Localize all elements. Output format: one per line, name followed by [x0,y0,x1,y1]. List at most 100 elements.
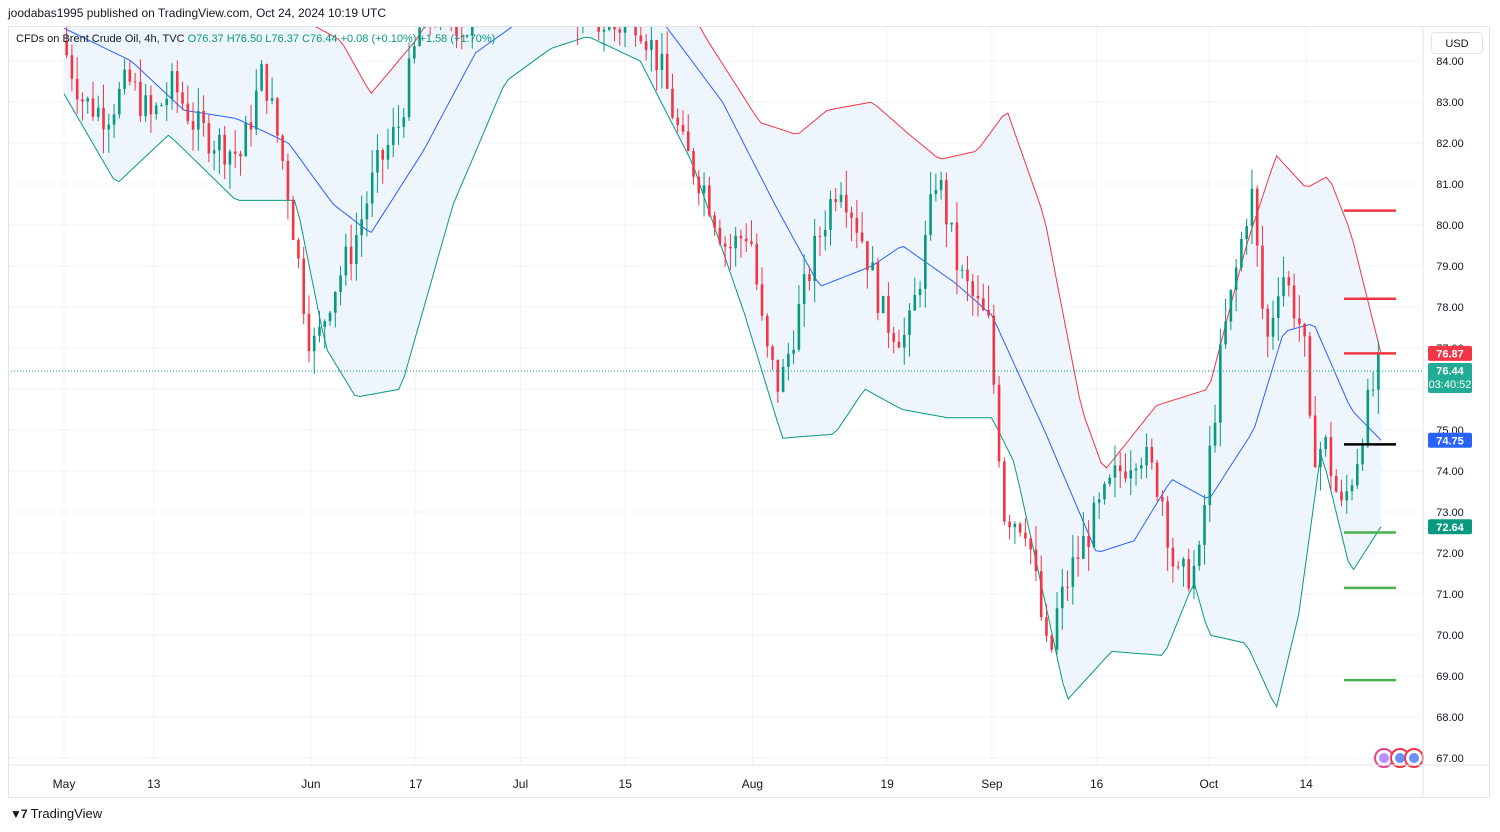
price-tick-label: 80.00 [1436,220,1464,232]
candle-body [365,203,369,220]
candle-body [887,296,890,333]
candle-body [934,190,938,195]
candle-body [339,275,342,292]
candle-body [318,326,321,336]
candle-body [312,335,316,352]
candle-body [1282,277,1285,297]
candle-body [592,3,595,6]
candle-body [397,126,400,128]
candle-body [1087,535,1090,547]
candle-body [160,105,163,107]
time-axis[interactable]: May 13 Jun 17 Jul 15 Aug 19 Sep 16 Oct 14 [8,764,1490,791]
candle-body [1003,461,1006,522]
candle-body [839,194,843,203]
candle-body [391,127,395,145]
candle-body [470,27,474,36]
candle-body [476,0,479,8]
candle-body [1045,617,1048,636]
candle-body [1319,449,1322,468]
candle-body [1187,559,1191,589]
candle-body [1203,505,1206,545]
candle-body [881,296,885,314]
candle-body [302,258,305,315]
candle-body [1255,188,1259,246]
candle-body [291,199,295,240]
axis-price-label: 76.44 03:40:52 [1428,362,1472,393]
time-tick-label: 17 [409,777,423,791]
candle-body [75,78,79,100]
candle-body [323,321,327,327]
candle-body [1313,415,1317,468]
candle-body [1140,465,1143,469]
candle-body [149,95,153,115]
candle-body [850,212,853,218]
candle-body [1113,465,1117,478]
candle-body [797,304,801,350]
candle-body [1092,502,1096,547]
event-flag-icons[interactable] [1374,748,1424,768]
time-tick-label: 19 [880,777,894,791]
price-tick-label: 72.00 [1436,548,1464,560]
candle-body [270,98,274,101]
candle-body [1208,445,1212,506]
candle-body [1197,544,1201,566]
candle-body [908,310,911,335]
candle-body [1340,491,1343,501]
candle-body [1018,523,1022,533]
candle-body [1377,352,1380,390]
candle-body [650,39,653,50]
candle-body [1287,277,1291,286]
time-tick-label: 15 [619,777,633,791]
candle-body [460,36,464,38]
chart-frame [8,26,1490,798]
candle-body [418,27,421,46]
candle-body [1129,470,1133,479]
axis-price-label: 72.64 [1428,519,1472,535]
candle-body [1060,586,1064,609]
candle-body [487,0,490,4]
candle-body [386,144,390,160]
candle-body [681,125,685,132]
symbol-name: CFDs on Brent Crude Oil, 4h, TVC [16,33,185,45]
candle-body [1303,323,1306,337]
price-tick-label: 71.00 [1436,589,1464,601]
candle-body [276,98,279,136]
candle-body [929,194,932,235]
candle-body [1350,485,1354,492]
candle-body [739,235,743,239]
axis-price-label-text: 76.87 [1436,348,1464,360]
candle-body [571,0,574,1]
candle-body [170,71,174,99]
candle-body [413,45,416,59]
candle-body [644,41,648,50]
candle-body [576,1,579,22]
price-axis[interactable]: 84.0083.0082.0081.0080.0079.0078.0077.00… [1422,27,1464,798]
axis-price-label-bg [1428,362,1472,393]
candle-body [439,0,442,20]
candle-body [228,151,232,165]
tradingview-logo-icon: ▼7 [10,806,28,821]
candle-body [639,35,643,42]
footer-brand[interactable]: ▼7 TradingView [10,806,102,821]
time-tick-label: 16 [1090,777,1104,791]
candle-body [702,185,706,194]
candle-body [1329,437,1333,476]
bollinger-band-fill [64,27,1381,707]
price-tick-label: 70.00 [1436,630,1464,642]
plot-area[interactable] [8,0,1423,765]
bollinger-upper-line [315,27,1382,469]
candle-body [455,27,458,37]
currency-button[interactable]: USD [1431,32,1483,54]
price-tick-label: 74.00 [1436,466,1464,478]
candle-body [960,269,964,271]
candle-body [1250,188,1254,226]
candle-body [686,131,690,152]
candle-body [792,349,795,354]
candle-body [729,246,732,249]
candle-body [360,219,363,236]
candle-body [1298,318,1301,324]
candle-body [402,117,406,127]
axis-price-label: 74.75 [1428,432,1472,448]
candle-body [1213,422,1217,446]
